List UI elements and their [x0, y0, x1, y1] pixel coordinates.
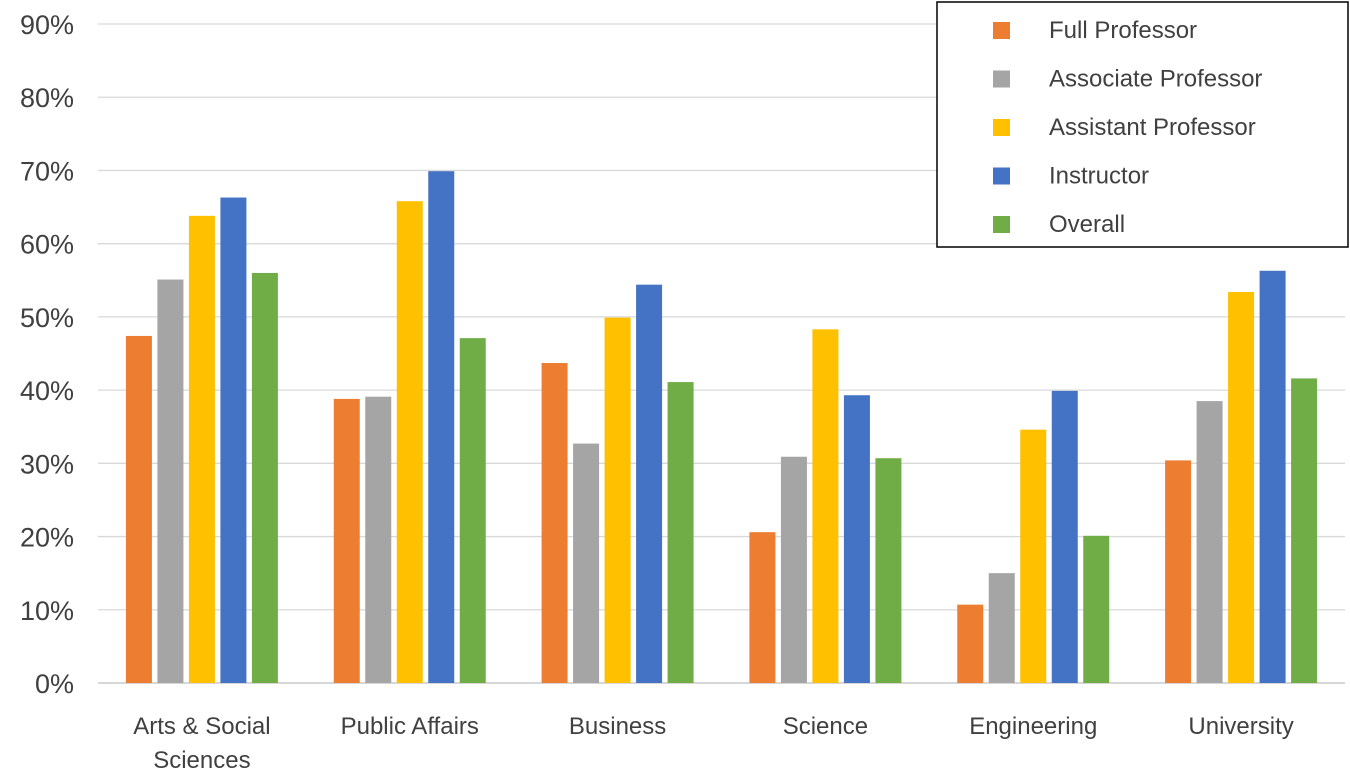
x-category-label: Arts & Social: [133, 713, 270, 740]
bar-overall: [460, 338, 486, 683]
bar-full-professor: [542, 363, 568, 683]
bar-associate-professor: [781, 457, 807, 683]
bar-associate-professor: [157, 280, 183, 683]
bar-overall: [1291, 378, 1317, 683]
legend-swatch: [993, 216, 1010, 233]
x-category-label: Engineering: [969, 713, 1097, 740]
y-axis-tick-labels: 0% 10% 20% 30% 40% 50% 60% 70% 80% 90%: [20, 10, 74, 699]
bar-instructor: [220, 198, 246, 683]
bar-associate-professor: [989, 573, 1015, 683]
y-tick-label: 60%: [20, 230, 74, 260]
legend-label: Overall: [1049, 211, 1125, 238]
bar-full-professor: [749, 532, 775, 683]
y-tick-label: 20%: [20, 523, 74, 553]
x-category-label: University: [1188, 713, 1293, 740]
y-tick-label: 40%: [20, 376, 74, 406]
x-category-label: Public Affairs: [341, 713, 479, 740]
bar-full-professor: [334, 399, 360, 683]
legend-label: Full Professor: [1049, 17, 1197, 44]
bar-associate-professor: [573, 444, 599, 683]
legend-label: Assistant Professor: [1049, 114, 1256, 141]
bar-assistant-professor: [605, 318, 631, 683]
y-tick-label: 30%: [20, 449, 74, 479]
y-tick-label: 0%: [35, 669, 74, 699]
bar-full-professor: [1165, 460, 1191, 683]
bar-full-professor: [957, 605, 983, 683]
x-axis-category-labels: Arts & Social Sciences Public Affairs Busin…: [133, 713, 1294, 774]
y-tick-label: 70%: [20, 156, 74, 186]
x-category-label: Sciences: [153, 747, 250, 774]
y-tick-label: 80%: [20, 83, 74, 113]
y-tick-label: 50%: [20, 303, 74, 333]
y-tick-label: 90%: [20, 10, 74, 40]
x-category-label: Business: [569, 713, 666, 740]
bar-overall: [668, 382, 694, 683]
bar-instructor: [1260, 271, 1286, 683]
bar-overall: [1083, 536, 1109, 683]
bars: [126, 171, 1317, 683]
y-tick-label: 10%: [20, 596, 74, 626]
bar-instructor: [844, 395, 870, 683]
legend-label: Instructor: [1049, 163, 1149, 190]
bar-assistant-professor: [397, 201, 423, 683]
legend-swatch: [993, 71, 1010, 88]
bar-overall: [252, 273, 278, 683]
bar-full-professor: [126, 336, 152, 683]
bar-assistant-professor: [189, 216, 215, 683]
bar-instructor: [1052, 391, 1078, 683]
legend-swatch: [993, 22, 1010, 39]
legend-label: Associate Professor: [1049, 66, 1262, 93]
bar-assistant-professor: [1020, 430, 1046, 683]
bar-instructor: [636, 285, 662, 683]
bar-assistant-professor: [812, 329, 838, 683]
x-category-label: Science: [783, 713, 868, 740]
legend-swatch: [993, 119, 1010, 136]
bar-associate-professor: [1197, 401, 1223, 683]
bar-associate-professor: [365, 397, 391, 683]
bar-overall: [875, 458, 901, 683]
legend-swatch: [993, 168, 1010, 185]
legend: Full Professor Associate Professor Assista…: [937, 2, 1348, 247]
bar-instructor: [428, 171, 454, 683]
bar-assistant-professor: [1228, 292, 1254, 683]
